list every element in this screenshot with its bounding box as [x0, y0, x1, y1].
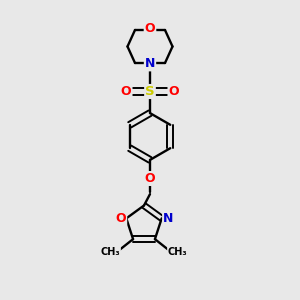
Text: O: O	[116, 212, 126, 225]
Text: N: N	[145, 57, 155, 70]
Text: O: O	[169, 85, 179, 98]
Text: O: O	[145, 22, 155, 35]
Text: O: O	[121, 85, 131, 98]
Text: CH₃: CH₃	[168, 247, 188, 257]
Text: N: N	[163, 212, 173, 225]
Text: O: O	[145, 172, 155, 185]
Text: S: S	[145, 85, 155, 98]
Text: CH₃: CH₃	[100, 247, 120, 257]
